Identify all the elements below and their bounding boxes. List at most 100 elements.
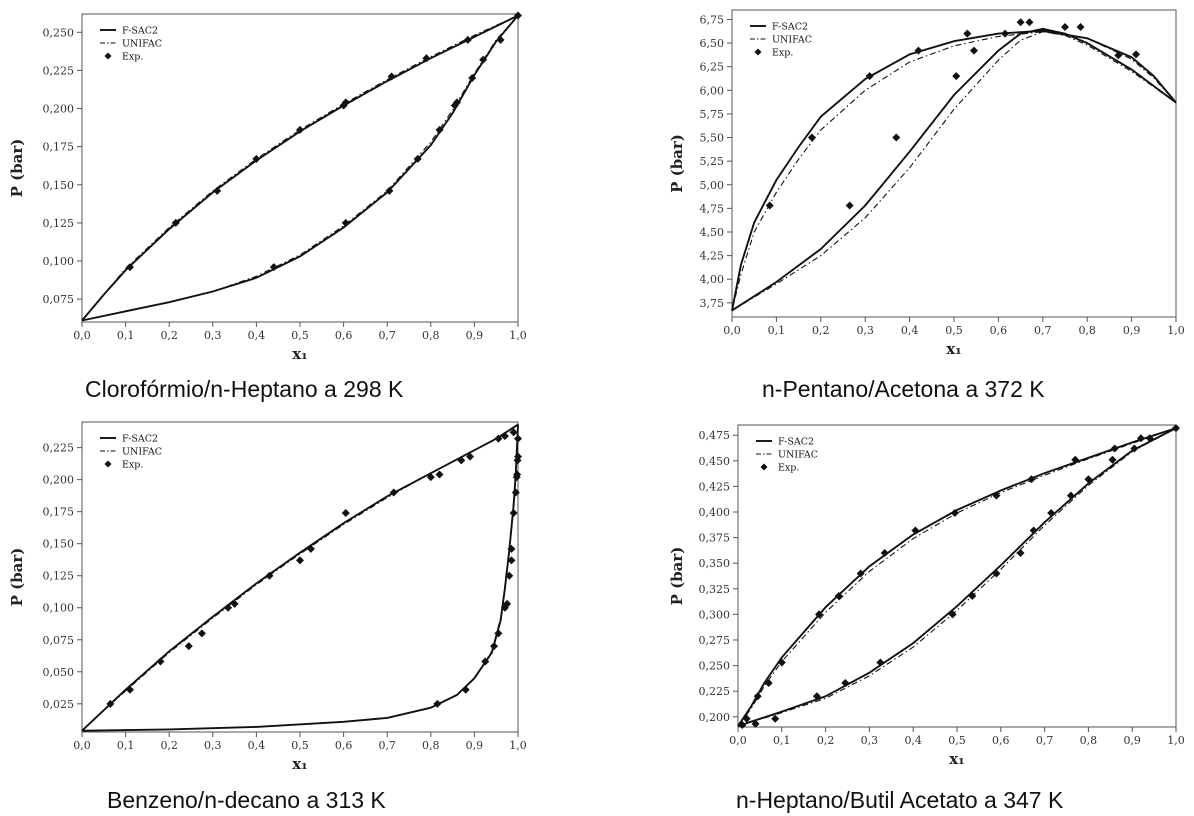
exp-data-point	[513, 456, 522, 465]
chart-caption: Clorofórmio/n-Heptano a 298 K	[85, 376, 404, 402]
exp-data-point	[500, 432, 509, 441]
y-tick-label: 5,75	[700, 108, 725, 121]
y-tick-label: 0,050	[43, 666, 75, 679]
exp-data-point	[452, 98, 461, 107]
exp-data-point	[1132, 50, 1141, 59]
y-tick-label: 0,425	[699, 480, 731, 493]
exp-data-point	[479, 55, 488, 64]
chart-svg: 0,0 0,1 0,2 0,3 0,4 0,5 0,6 0,7 0,8 0,9 1,0 0,200 0,…	[668, 424, 1185, 768]
exp-data-point	[914, 46, 923, 55]
exp-data-point	[422, 54, 431, 63]
fsac2-curve	[81, 423, 519, 732]
unifac-curve	[81, 424, 519, 732]
x-tick-label: 0,1	[117, 329, 135, 342]
legend-entry-label: F-SAC2	[778, 437, 814, 448]
x-axis-label: x₁	[946, 340, 962, 358]
exp-data-point	[125, 685, 134, 694]
exp-data-point	[184, 642, 193, 651]
x-tick-label: 0,5	[291, 739, 309, 752]
exp-data-point	[765, 201, 774, 210]
legend-diamond-marker	[104, 52, 112, 60]
legend-entry-label: Exp.	[122, 460, 143, 471]
exp-data-point	[413, 154, 422, 163]
y-axis-label: P (bar)	[668, 134, 686, 193]
exp-data-point	[269, 263, 278, 272]
x-tick-label: 0,3	[204, 739, 222, 752]
exp-data-point	[296, 125, 304, 134]
exp-data-point	[1025, 18, 1034, 27]
y-tick-label: 0,200	[43, 474, 75, 487]
exp-data-point	[1016, 548, 1025, 557]
y-axis-label: P (bar)	[668, 547, 686, 606]
unifac-curve	[737, 427, 1177, 727]
y-tick-label: 0,175	[43, 506, 75, 519]
x-tick-label: 0,8	[1078, 324, 1096, 337]
exp-data-point	[880, 548, 889, 557]
exp-data-point	[948, 610, 957, 619]
x-tick-label: 0,8	[422, 739, 440, 752]
exp-data-point	[952, 72, 961, 81]
x-tick-label: 0,0	[73, 739, 91, 752]
exp-data-point	[466, 452, 475, 461]
exp-data-point	[503, 599, 512, 608]
unifac-curve	[737, 427, 1177, 727]
plot-frame	[737, 424, 1177, 728]
x-axis-label: x₁	[292, 755, 308, 773]
x-tick-label: 0,6	[990, 324, 1008, 337]
exp-data-point	[463, 35, 472, 44]
exp-data-point	[753, 692, 762, 701]
x-tick-label: 0,7	[378, 739, 396, 752]
y-tick-label: 0,175	[43, 141, 75, 154]
exp-data-point	[1001, 29, 1010, 38]
exp-data-point	[1076, 23, 1085, 32]
legend-entry-label: F-SAC2	[122, 434, 158, 445]
fsac2-curve	[731, 29, 1177, 311]
exp-data-point	[426, 473, 435, 482]
exp-data-point	[1047, 509, 1056, 518]
y-tick-label: 0,225	[699, 685, 731, 698]
x-tick-label: 0,5	[945, 324, 963, 337]
exp-data-point	[224, 603, 233, 612]
y-tick-label: 0,025	[43, 698, 75, 711]
exp-data-point	[496, 35, 505, 44]
x-tick-label: 0,3	[856, 324, 874, 337]
fsac2-curve	[81, 14, 519, 322]
x-tick-label: 0,4	[248, 739, 266, 752]
x-tick-label: 0,2	[160, 739, 178, 752]
x-tick-label: 0,2	[817, 734, 835, 747]
exp-data-point	[389, 488, 398, 497]
x-tick-label: 0,9	[1123, 734, 1141, 747]
y-tick-label: 0,250	[699, 660, 731, 673]
exp-data-point	[461, 685, 470, 694]
fsac2-curve	[737, 427, 1177, 727]
plot-frame	[81, 421, 519, 733]
exp-data-point	[171, 218, 180, 227]
x-tick-label: 0,7	[378, 329, 396, 342]
y-tick-label: 0,400	[699, 506, 731, 519]
exp-data-point	[742, 714, 751, 723]
chart-panel-pentano: 0,0 0,1 0,2 0,3 0,4 0,5 0,6 0,7 0,8 0,9 1,0 3,75 4,0…	[660, 0, 1194, 372]
chart-caption: n-Pentano/Acetona a 372 K	[762, 376, 1045, 402]
y-tick-label: 0,100	[43, 255, 75, 268]
exp-data-point	[876, 658, 885, 667]
exp-data-point	[1029, 526, 1038, 535]
y-tick-label: 0,225	[43, 64, 75, 77]
y-tick-label: 4,75	[700, 202, 725, 215]
exp-data-point	[841, 678, 850, 687]
legend-entry-label: Exp.	[122, 52, 143, 63]
exp-data-point	[457, 456, 466, 465]
y-tick-label: 0,200	[699, 711, 731, 724]
exp-data-point	[1114, 51, 1123, 60]
y-tick-label: 5,25	[700, 155, 725, 168]
legend-entry-label: UNIFAC	[122, 39, 162, 50]
fsac2-curve	[737, 427, 1177, 727]
x-tick-label: 0,8	[1080, 734, 1098, 747]
exp-data-point	[296, 556, 304, 565]
exp-data-point	[197, 629, 206, 638]
x-tick-label: 0,7	[1036, 734, 1054, 747]
exp-data-point	[230, 599, 239, 608]
exp-data-point	[507, 544, 516, 553]
y-axis-label: P (bar)	[8, 139, 26, 198]
fsac2-curve	[81, 14, 519, 322]
x-tick-label: 0,1	[768, 324, 786, 337]
